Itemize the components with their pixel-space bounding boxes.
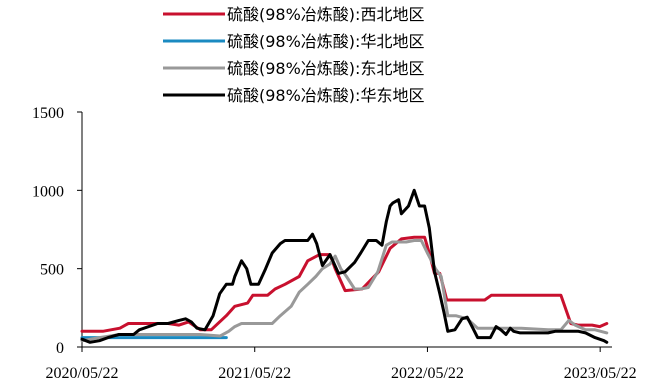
legend-label-series-2: 硫酸(98%冶炼酸):东北地区 [227, 59, 424, 78]
y-tick-label: 1000 [32, 183, 64, 200]
y-tick-label: 500 [40, 262, 64, 279]
x-tick-label: 2023/05/22 [564, 365, 637, 382]
y-ticks: 0 500 1000 1500 [32, 105, 82, 357]
legend-label-series-3: 硫酸(98%冶炼酸):华东地区 [227, 86, 424, 105]
legend-label-series-1: 硫酸(98%冶炼酸):华北地区 [227, 32, 424, 51]
x-tick-label: 2021/05/22 [218, 365, 291, 382]
series-line-0 [80, 235, 609, 333]
chart-axes [81, 112, 612, 348]
x-tick-label: 2020/05/22 [46, 365, 119, 382]
chart-legend: 硫酸(98%冶炼酸):西北地区 硫酸(98%冶炼酸):华北地区 硫酸(98%冶炼… [163, 5, 424, 105]
series-line-3 [80, 188, 609, 344]
legend-label-series-0: 硫酸(98%冶炼酸):西北地区 [227, 5, 424, 24]
y-tick-label: 1500 [32, 105, 64, 122]
y-tick-label: 0 [56, 340, 64, 357]
x-tick-label: 2022/05/22 [391, 365, 464, 382]
series-lines [80, 188, 609, 344]
series-line-2 [80, 239, 609, 343]
x-ticks: 2020/05/22 2021/05/22 2022/05/22 2023/05/22 [46, 347, 637, 382]
